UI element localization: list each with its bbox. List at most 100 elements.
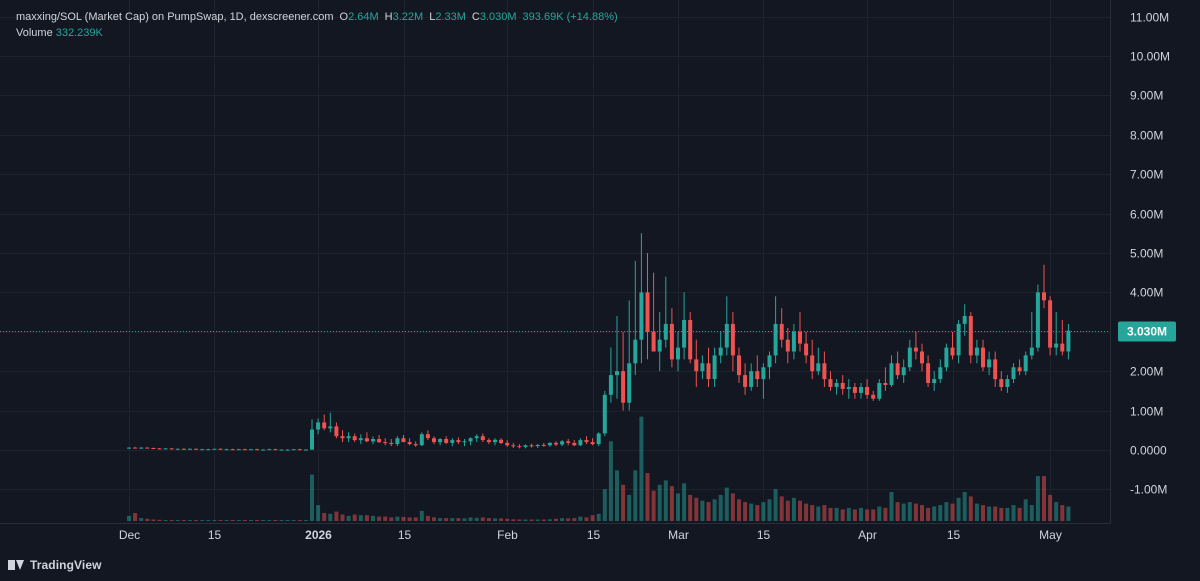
volume-bar <box>920 505 924 522</box>
candle-body <box>700 363 705 372</box>
candle-body <box>261 449 266 451</box>
grid-lines <box>0 0 1111 524</box>
volume-bar <box>145 518 150 521</box>
candle-body <box>1066 330 1071 352</box>
candle-body <box>249 449 253 451</box>
volume-bar <box>413 517 418 521</box>
volume-bar <box>743 502 748 521</box>
candle-body <box>554 442 558 445</box>
x-tick-label: Feb <box>497 528 518 542</box>
candle-body <box>456 440 461 443</box>
volume-bar <box>669 486 674 521</box>
time-axis[interactable]: Dec 15 2026 15 Feb 15 Mar 15 Apr 15 May <box>119 528 1062 542</box>
volume-bar <box>871 509 876 521</box>
candle-body <box>358 438 363 441</box>
candle-body <box>706 363 711 380</box>
candle-body <box>212 448 217 450</box>
volume-bar <box>468 517 473 521</box>
candle-body <box>596 433 601 445</box>
volume-bar <box>322 513 327 521</box>
y-tick-label: 10.00M <box>1130 50 1170 64</box>
candle-body <box>682 320 687 348</box>
candle-body <box>206 449 211 451</box>
tradingview-logo[interactable]: TradingView <box>8 556 102 574</box>
candle-body <box>944 347 949 368</box>
candle-body <box>1017 367 1022 372</box>
price-axis[interactable]: 11.00M 10.00M 9.00M 8.00M 7.00M 6.00M 5.00M 4.0… <box>1130 11 1170 497</box>
candle-body <box>169 448 174 450</box>
candle-body <box>773 323 778 356</box>
candle-body <box>968 316 973 356</box>
candle-body <box>493 439 497 443</box>
candle-body <box>840 383 845 389</box>
volume-bar <box>352 514 357 521</box>
volume-bar <box>749 503 754 521</box>
candle-body <box>346 436 351 439</box>
candle-body <box>1042 292 1046 301</box>
volume-bar <box>993 506 998 521</box>
volume-bar <box>572 518 577 521</box>
volume-bar <box>877 506 882 521</box>
candle-body <box>676 347 680 360</box>
volume-bar <box>785 500 790 521</box>
symbol-title[interactable]: maxxing/SOL (Market Cap) on PumpSwap, 1D… <box>16 11 334 23</box>
volume-label[interactable]: Volume <box>16 27 53 39</box>
volume-bar <box>175 520 180 521</box>
candle-body <box>627 363 632 403</box>
candle-body <box>755 371 760 380</box>
volume-bar <box>224 520 229 521</box>
candle-body <box>297 449 302 451</box>
low-label: L <box>429 11 436 23</box>
volume-bar <box>676 493 680 521</box>
volume-bar <box>938 505 943 522</box>
candle-body <box>1005 379 1010 387</box>
candle-body <box>1054 343 1059 348</box>
candle-body <box>486 440 491 443</box>
volume-bar <box>462 518 467 521</box>
candle-body <box>901 367 906 376</box>
volume-bar <box>346 515 351 521</box>
candle-body <box>267 449 272 451</box>
candle-body <box>578 440 583 446</box>
candle-body <box>255 449 260 451</box>
volume-bar <box>682 483 687 521</box>
volume-bar <box>791 497 796 521</box>
candle-body <box>761 367 766 380</box>
open-label: O <box>339 11 349 23</box>
volume-bar <box>627 494 632 521</box>
volume-bar <box>804 503 809 521</box>
candle-body <box>651 331 656 352</box>
volume-bar <box>541 519 546 521</box>
candle-body <box>1060 343 1065 352</box>
volume-bar <box>694 497 699 521</box>
volume-bar <box>242 520 247 521</box>
candle-body <box>383 442 388 444</box>
candle-body <box>322 422 327 429</box>
volume-bar <box>700 500 705 521</box>
candle-body <box>791 331 796 352</box>
brand-name: TradingView <box>30 558 102 572</box>
volume-bar <box>950 503 955 521</box>
volume-bar <box>236 520 241 521</box>
candle-body <box>1035 292 1040 348</box>
volume-bar <box>1060 505 1065 522</box>
volume-bar <box>517 519 522 521</box>
volume-bar <box>1048 494 1053 521</box>
y-tick-label: 11.00M <box>1130 11 1169 25</box>
x-tick-label: 15 <box>208 528 222 542</box>
volume-bar <box>371 515 375 521</box>
x-tick-label: 15 <box>947 528 961 542</box>
candle-body <box>798 331 802 344</box>
volume-bar <box>932 506 937 521</box>
volume-bar <box>608 441 613 522</box>
candle-body <box>657 339 662 352</box>
candle-body <box>541 444 546 446</box>
candle-body <box>438 439 443 443</box>
volume-bar <box>1029 505 1034 522</box>
volume-bar <box>249 520 253 521</box>
candle-body <box>547 442 552 446</box>
volume-bar <box>261 520 266 521</box>
candle-body <box>181 448 186 450</box>
volume-bar <box>962 492 967 521</box>
